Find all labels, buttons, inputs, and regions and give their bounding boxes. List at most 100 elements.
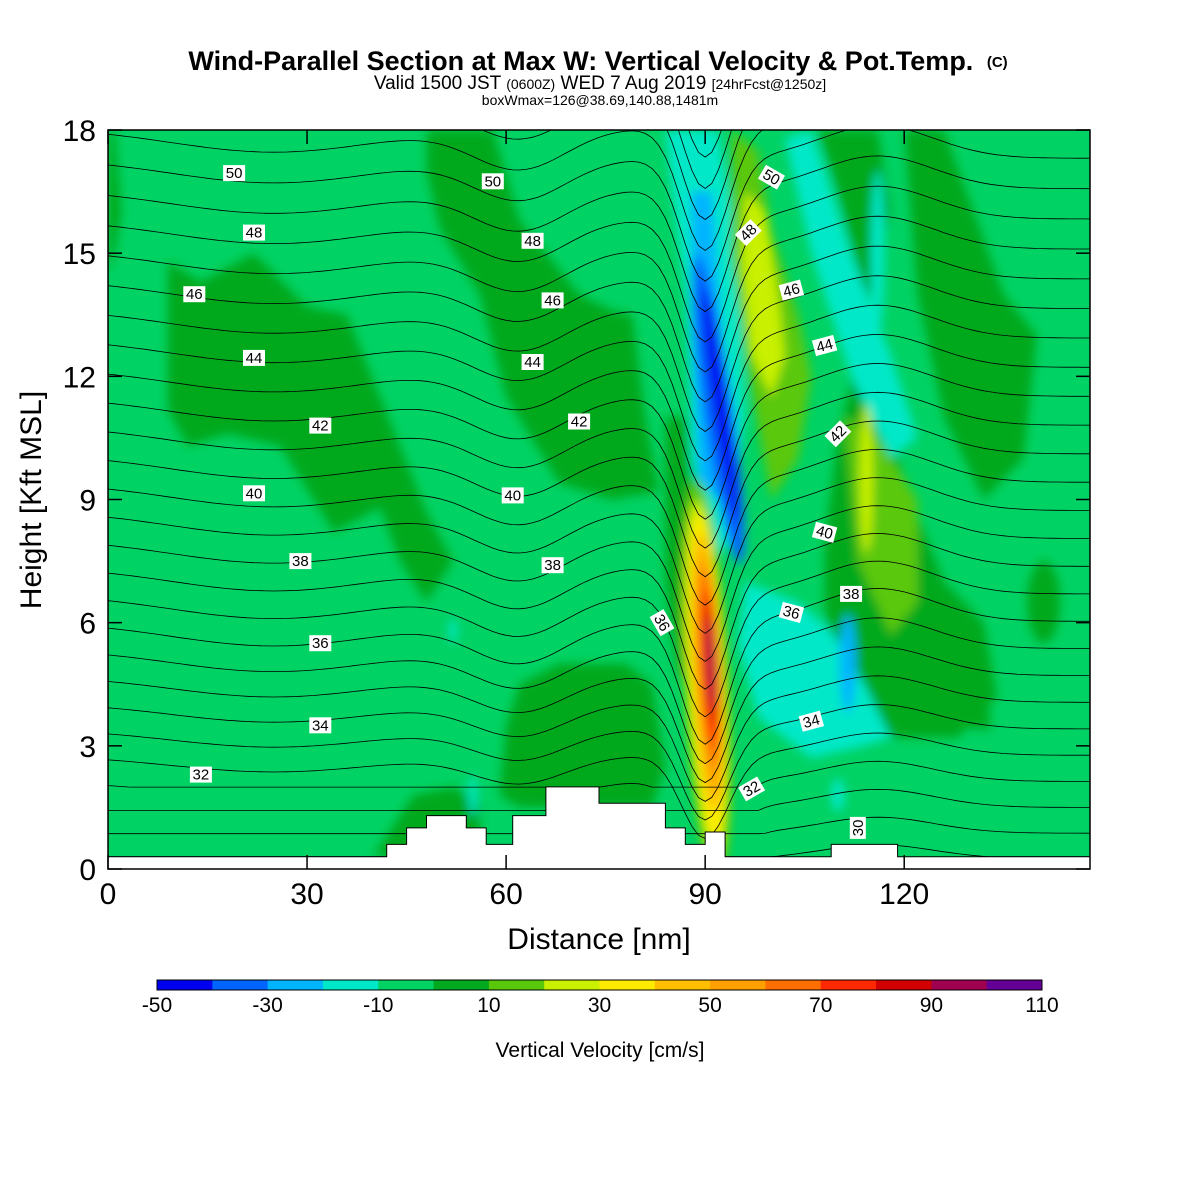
isentrope-line: [108, 448, 1090, 606]
updraft-stripe-east-strong: [741, 191, 785, 397]
isentrope-line: [108, 617, 1090, 765]
isentrope-line: [108, 245, 1090, 403]
y-tick-label: 0: [79, 854, 96, 887]
main-updraft-core: [707, 618, 716, 709]
isentrope-label-text: 44: [814, 336, 835, 357]
isentrope-label: 50: [223, 165, 246, 182]
isentrope-label: 48: [521, 232, 544, 250]
chart-title: Wind-Parallel Section at Max W: Vertical…: [188, 46, 1007, 76]
isentrope-label: 44: [243, 349, 265, 367]
downdraft-zone-east: [738, 581, 891, 759]
isentrope-label-text: 50: [226, 165, 243, 182]
isentrope-label-box: [481, 173, 504, 190]
copyright-mark: (C): [987, 54, 1008, 71]
y-tick-label: 12: [63, 361, 96, 394]
isentrope-label: 44: [811, 334, 838, 357]
isentrope-label-text: 42: [571, 414, 588, 431]
isentrope-line: [108, 334, 1090, 491]
isentrope-label: 36: [309, 635, 332, 652]
isentrope-label-box: [243, 349, 265, 366]
colorbar-swatch: [212, 980, 269, 990]
isentrope-line: [108, 420, 1090, 578]
isentrope-label: 38: [289, 553, 312, 570]
colorbar-frame: [156, 979, 1043, 991]
isentrope-label: 40: [501, 487, 524, 504]
isentrope-line: [108, 185, 1090, 343]
isentrope-line: [108, 675, 1090, 802]
isentrope-label: 46: [183, 286, 206, 303]
isentrope-label-box: [738, 776, 766, 802]
y-tick-label: 3: [79, 731, 96, 764]
isentrope-label: 38: [840, 585, 863, 603]
x-tick-label: 120: [879, 878, 929, 911]
colorbar-swatch: [322, 980, 379, 990]
isentrope-label-box: [734, 219, 762, 247]
colorbar-swatch: [267, 980, 324, 990]
isentrope-label-text: 34: [312, 717, 329, 734]
isentrope-label-text: 34: [801, 711, 822, 732]
isentrope-label-text: 48: [246, 225, 263, 242]
colorbar-label: Vertical Velocity [cm/s]: [496, 1039, 705, 1062]
isentrope-label-box: [811, 334, 838, 357]
colorbar-swatch: [157, 980, 213, 990]
isentrope-label: 44: [521, 354, 544, 371]
isentrope-label-box: [223, 165, 246, 182]
isentrope-line: [108, 130, 764, 251]
isentrope-label-text: 36: [781, 603, 802, 624]
colorbar-swatch: [488, 980, 545, 990]
isentrope-line: [108, 505, 1090, 662]
isentrope-label: 48: [734, 219, 762, 247]
isentrope-label-text: 30: [850, 820, 867, 837]
x-tick-label: 30: [290, 878, 323, 911]
colorbar-swatch: [544, 980, 600, 990]
terrain: [107, 786, 1091, 870]
isentrope-label-box: [811, 521, 838, 543]
updraft-region-east-mid: [937, 602, 991, 730]
isentrope-label: 38: [541, 557, 564, 574]
isentrope-lines: [108, 130, 1090, 858]
isentrope-label: 32: [189, 766, 212, 784]
isentrope-label-box: [521, 354, 544, 370]
isentrope-label: 30: [849, 816, 867, 839]
isentrope-line: [108, 155, 1090, 313]
isentrope-label-box: [649, 609, 675, 637]
colorbar-swatch: [710, 980, 766, 990]
isentrope-label-text: 50: [484, 173, 501, 190]
colorbar-tick-label: 90: [920, 994, 943, 1017]
isentrope-label-box: [183, 286, 206, 303]
isentrope-label: 48: [243, 224, 265, 242]
colorbar-tick-label: -10: [363, 994, 393, 1017]
colorbar-tick-label: -50: [142, 994, 172, 1017]
isentrope-label-box: [309, 417, 332, 434]
downdraft-spot: [839, 614, 856, 713]
isentrope-label-text: 46: [186, 286, 203, 303]
colorbar-swatch: [820, 980, 877, 990]
isentrope-label-text: 40: [246, 485, 263, 502]
downdraft-spot: [831, 778, 845, 812]
isentrope-label-box: [289, 553, 312, 570]
isentrope-label: 32: [738, 776, 766, 802]
downdraft-spot: [449, 618, 458, 644]
colorbar-swatch: [986, 980, 1043, 990]
valid-jst: Valid 1500 JST: [374, 73, 502, 94]
isentrope-label-text: 36: [312, 635, 329, 652]
terrain-profile: [107, 786, 1091, 870]
colorbar-swatch: [876, 980, 932, 990]
isentrope-line: [108, 646, 1090, 784]
isentrope-label-text: 38: [292, 553, 309, 570]
isentrope-line: [108, 732, 1090, 839]
forecast-info: [24hrFcst@1250z]: [712, 76, 827, 92]
isentrope-label-box: [824, 420, 852, 448]
isentrope-label: 50: [757, 164, 786, 190]
isentrope-label-text: 44: [524, 354, 541, 371]
isentrope-label: 42: [824, 420, 852, 448]
isentrope-label: 46: [778, 279, 805, 301]
valid-time-line: Valid 1500 JST (0600Z) WED 7 Aug 2019 [2…: [374, 73, 826, 94]
isentrope-label-box: [849, 816, 866, 839]
isentrope-label-box: [568, 413, 591, 430]
isentrope-label-box: [521, 232, 544, 249]
isentrope-label-box: [541, 557, 564, 574]
updraft-cell-east: [859, 405, 874, 553]
colorbar-tick-label: 30: [588, 994, 611, 1017]
